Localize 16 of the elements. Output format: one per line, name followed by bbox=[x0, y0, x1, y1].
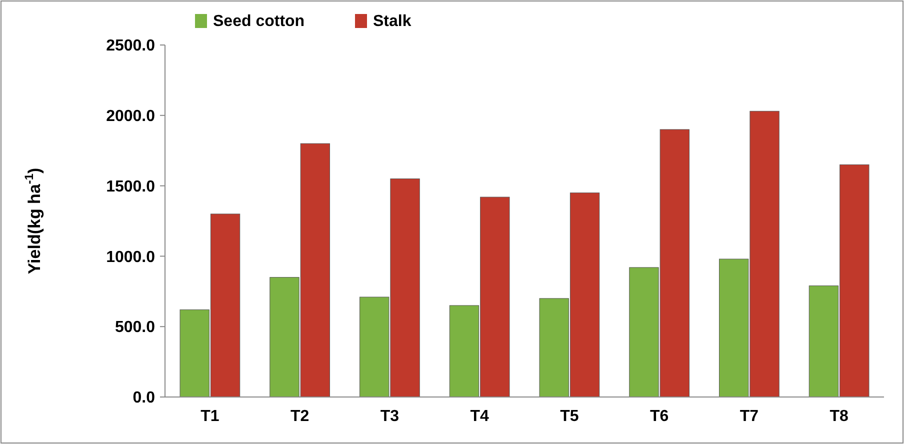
x-tick-label: T2 bbox=[290, 408, 310, 425]
legend-label: Seed cotton bbox=[213, 13, 305, 30]
x-tick-label: T7 bbox=[740, 408, 759, 425]
y-tick-label: 2000.0 bbox=[106, 108, 156, 125]
y-tick-label: 500.0 bbox=[114, 319, 156, 336]
x-tick-label: T1 bbox=[200, 408, 220, 425]
y-tick-label: 1000.0 bbox=[106, 248, 156, 266]
x-tick-label: T8 bbox=[830, 408, 848, 425]
y-tick-label: 0.0 bbox=[132, 390, 156, 407]
y-tick-label: 2500.0 bbox=[106, 38, 156, 55]
x-tick-label: T4 bbox=[470, 408, 489, 425]
y-tick-label: 1500.0 bbox=[106, 178, 156, 196]
legend-label: Stalk bbox=[373, 13, 412, 30]
x-tick-label: T6 bbox=[650, 408, 669, 425]
x-tick-label: T3 bbox=[380, 408, 400, 425]
x-tick-label: T5 bbox=[560, 408, 579, 425]
